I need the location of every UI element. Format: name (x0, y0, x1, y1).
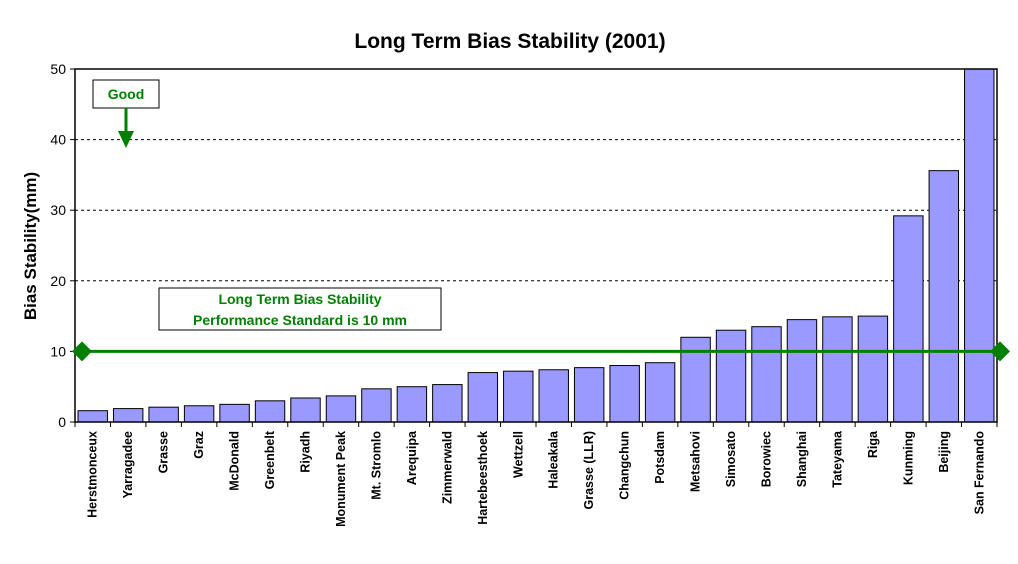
category-label: Grasse (157, 431, 171, 473)
category-label: Arequipa (405, 430, 419, 485)
category-label: Greenbelt (263, 430, 277, 489)
category-label: Hartebeesthoek (476, 431, 490, 525)
good-arrow-head-icon (118, 131, 134, 148)
category-label: McDonald (228, 431, 242, 491)
bar (325, 395, 357, 423)
bar (751, 326, 782, 423)
category-label: Haleakala (547, 430, 561, 489)
bar (254, 400, 286, 423)
bars-layer (77, 68, 995, 423)
bar (573, 367, 605, 423)
bar (893, 215, 924, 423)
category-label: Mt. Stromlo (369, 431, 383, 500)
bar (77, 410, 108, 423)
category-label: Zimmerwald (440, 431, 454, 504)
reference-layer (72, 341, 1010, 362)
chart-title: Long Term Bias Stability (2001) (354, 30, 665, 53)
category-label: San Fernando (972, 431, 986, 515)
category-label: Riga (866, 430, 880, 458)
category-label: Shanghai (795, 431, 809, 487)
standard-annotation-line1: Long Term Bias Stability (218, 291, 381, 307)
bar (715, 329, 747, 423)
y-tick-label: 40 (50, 132, 66, 148)
bar (609, 365, 640, 423)
bar (644, 362, 676, 423)
bar (183, 405, 215, 423)
category-label: Simosato (724, 431, 738, 488)
good-annotation-box (92, 79, 160, 109)
y-axis-label: Bias Stability(mm) (21, 172, 40, 320)
category-label: Wettzell (511, 431, 525, 478)
category-label: Tateyama (830, 430, 844, 488)
category-label: Grasse (LLR) (582, 431, 596, 510)
category-label: Herstmonceux (86, 431, 100, 518)
good-annotation: Good (92, 79, 160, 148)
category-label: Borowiec (760, 431, 774, 487)
category-label: Beijing (937, 431, 951, 473)
reference-marker-left-icon (72, 341, 92, 362)
bar (786, 319, 818, 423)
plot-frame (74, 68, 998, 423)
bar (219, 403, 250, 423)
bar (822, 316, 853, 423)
bar (361, 388, 392, 423)
bar (857, 315, 889, 423)
category-label: Yarragadee (121, 431, 135, 498)
bar (112, 408, 144, 423)
bar (503, 370, 534, 423)
category-label: Monument Peak (334, 431, 348, 527)
category-label: Graz (192, 431, 206, 459)
category-label: Kunming (901, 431, 915, 485)
reference-marker-right-icon (990, 341, 1010, 362)
standard-annotation: Long Term Bias Stability Performance Sta… (158, 287, 442, 331)
y-tick-label: 10 (50, 343, 66, 359)
labels-layer: 0 10 20 30 40 50 Herstmonceux Yarragadee Grasse G… (50, 61, 986, 527)
category-label: Metsahovi (689, 431, 703, 492)
frame-layer (70, 68, 998, 427)
bar (290, 397, 321, 423)
bar (467, 372, 499, 423)
bar (928, 170, 960, 423)
good-annotation-label: Good (108, 86, 145, 102)
category-label: Changchun (618, 431, 632, 500)
category-label: Riyadh (299, 431, 313, 473)
y-tick-label: 20 (50, 273, 66, 289)
category-label: Potsdam (653, 431, 667, 484)
bar (538, 369, 569, 423)
y-tick-label: 30 (50, 202, 66, 218)
y-tick-label: 50 (50, 61, 66, 77)
bar (148, 406, 179, 423)
y-tick-label: 0 (58, 414, 66, 430)
standard-annotation-box (158, 287, 442, 331)
bar (396, 386, 428, 423)
bar (964, 68, 995, 423)
standard-annotation-line2: Performance Standard is 10 mm (193, 312, 407, 328)
bar (432, 384, 463, 423)
